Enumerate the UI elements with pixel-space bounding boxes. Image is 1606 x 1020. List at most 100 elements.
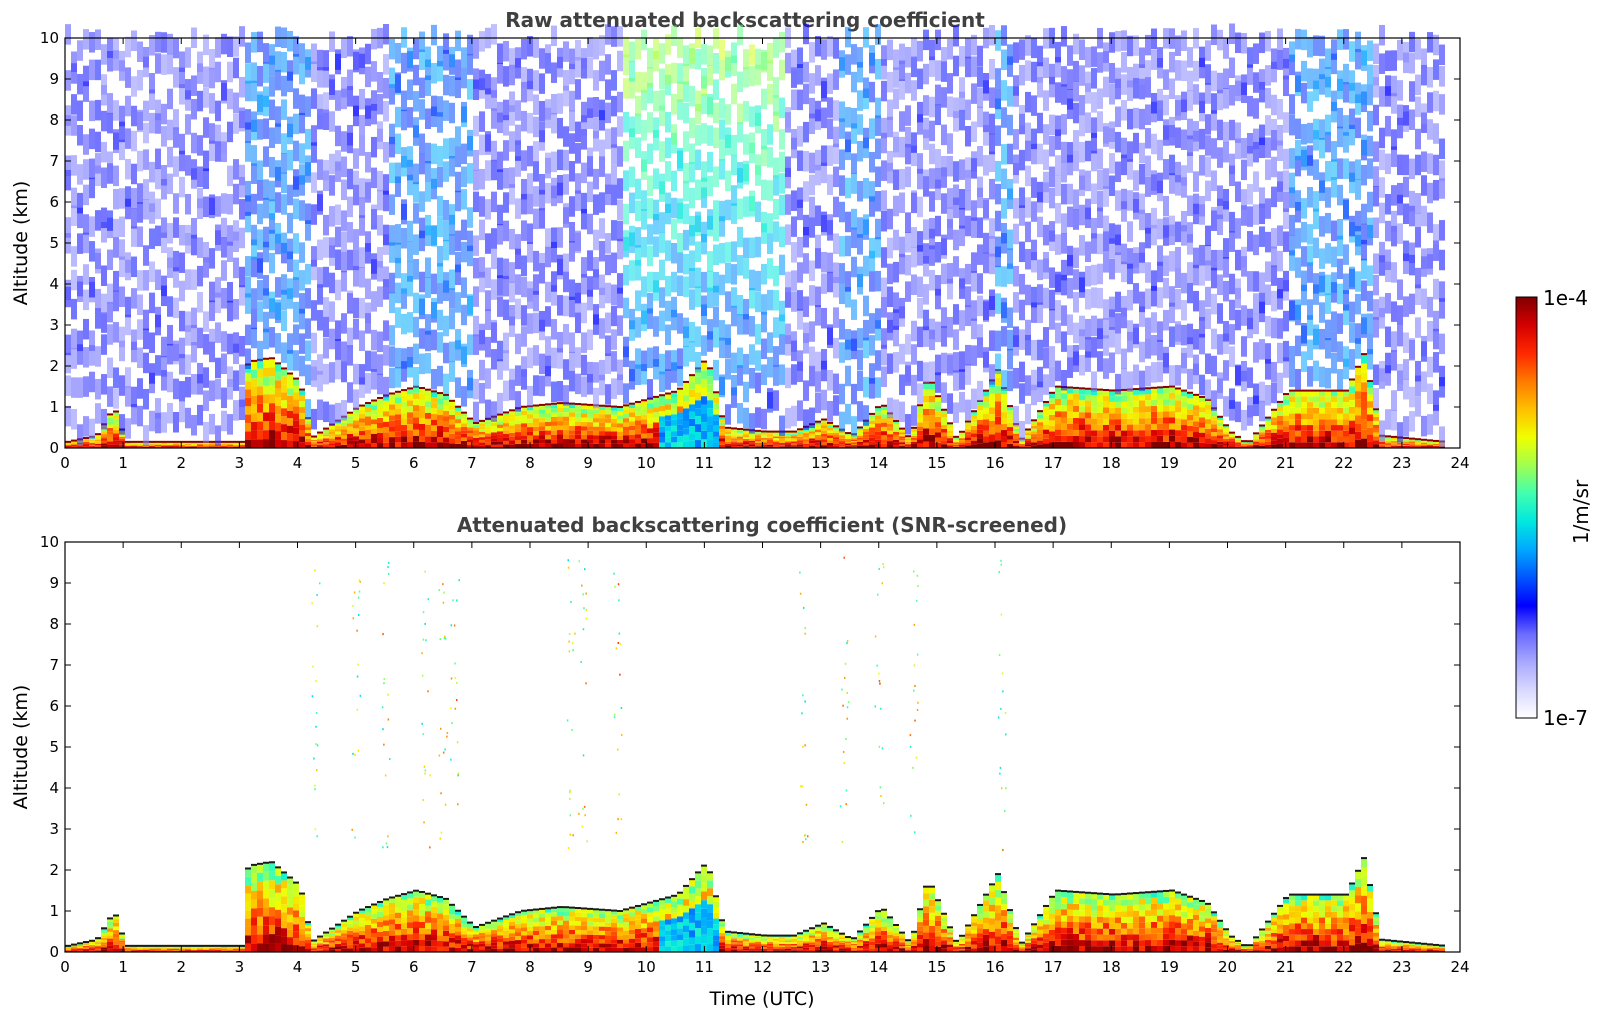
heatmap-cell [725,104,731,125]
heatmap-cell [167,223,173,244]
heatmap-cell [629,443,635,448]
heatmap-cell [995,424,1001,433]
heatmap-cell [971,271,977,292]
heatmap-cell [671,403,677,409]
heatmap-cell [521,150,527,171]
heatmap-cell [599,318,605,339]
heatmap-cell [659,411,665,417]
heatmap-cell [683,102,689,124]
heatmap-cell [431,298,437,319]
heatmap-cell [455,414,461,420]
heatmap-cell [401,407,407,414]
heatmap-cell [161,370,167,391]
heatmap-cell [443,405,449,411]
heatmap-cell [839,201,845,223]
heatmap-cell [257,340,263,362]
heatmap-cell [803,61,809,83]
cloud-top-mark [965,420,971,423]
cloud-top-mark [479,419,485,422]
heatmap-cell [623,111,629,133]
heatmap-cell [155,168,161,190]
heatmap-cell [905,126,911,148]
heatmap-cell [401,390,407,396]
heatmap-cell [833,233,839,254]
heatmap-cell [995,210,1001,232]
heatmap-cell [659,105,665,127]
heatmap-cell [875,411,881,416]
heatmap-cell [743,446,749,448]
heatmap-cell [605,427,611,432]
heatmap-cell [635,401,641,407]
heatmap-cell [569,403,575,409]
cloud-top-mark [455,405,461,408]
heatmap-cell [323,401,329,423]
heatmap-cell [1049,420,1055,426]
heatmap-cell [1109,84,1115,105]
heatmap-cell [899,401,905,423]
heatmap-cell [1121,348,1127,370]
heatmap-cell [1145,394,1151,401]
heatmap-cell [161,126,167,147]
heatmap-cell [665,420,671,427]
heatmap-cell [713,403,719,409]
heatmap-cell [1025,284,1031,306]
heatmap-cell [1181,430,1187,437]
heatmap-cell [317,370,323,392]
heatmap-cell [299,200,305,221]
heatmap-cell [1253,313,1259,335]
heatmap-cell [923,408,929,416]
heatmap-cell [1181,272,1187,294]
heatmap-cell [323,159,329,181]
heatmap-cell [1133,323,1139,345]
heatmap-cell [1205,353,1211,374]
heatmap-cell [1127,430,1133,437]
heatmap-cell [689,418,695,427]
heatmap-cell [359,330,365,351]
heatmap-cell [245,372,251,382]
heatmap-cell [1127,395,1133,402]
heatmap-cell [1085,424,1091,431]
heatmap-cell [1223,432,1229,435]
heatmap-cell [767,436,773,439]
heatmap-cell [1205,156,1211,177]
heatmap-cell [149,442,155,444]
heatmap-cell [977,187,983,209]
heatmap-cell [1001,406,1007,413]
heatmap-cell [1193,84,1199,105]
heatmap-cell [1151,405,1157,412]
heatmap-cell [347,416,353,420]
heatmap-cell [875,190,881,212]
heatmap-cell [449,75,455,97]
heatmap-cell [353,420,359,425]
heatmap-cell [869,444,875,448]
heatmap-cell [257,203,263,225]
heatmap-cell [527,80,533,102]
heatmap-cell [1187,436,1193,443]
heatmap-cell [401,52,407,74]
heatmap-cell [419,133,425,155]
heatmap-cell [191,443,197,445]
heatmap-cell [119,414,125,435]
heatmap-cell [875,237,881,258]
heatmap-cell [89,440,95,442]
heatmap-cell [845,177,851,199]
heatmap-cell [851,436,857,439]
heatmap-cell [1019,361,1025,383]
heatmap-cell [419,441,425,448]
heatmap-cell [581,332,587,353]
heatmap-cell [689,321,695,343]
heatmap-cell [737,198,743,220]
heatmap-cell [623,435,629,440]
heatmap-cell [1199,374,1205,396]
heatmap-cell [221,237,227,258]
heatmap-cell [1109,62,1115,84]
heatmap-cell [581,404,587,409]
heatmap-cell [1127,436,1133,443]
heatmap-cell [1079,39,1085,60]
heatmap-cell [629,430,635,435]
heatmap-cell [485,427,491,431]
heatmap-cell [473,286,479,307]
heatmap-cell [959,46,965,67]
heatmap-cell [785,287,791,308]
heatmap-cell [845,443,851,446]
